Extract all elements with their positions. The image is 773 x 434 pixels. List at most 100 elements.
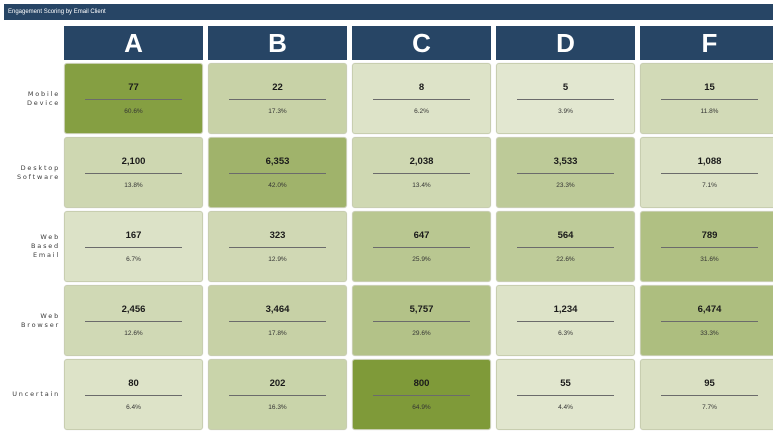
cell-count: 800 — [413, 378, 430, 389]
cell-count: 2,456 — [121, 304, 146, 315]
heatmap-cell: 202 16.3% — [208, 359, 347, 430]
cell-percent: 60.6% — [124, 108, 143, 115]
cell-count: 5,757 — [409, 304, 434, 315]
cell-percent: 33.3% — [700, 330, 719, 337]
heatmap-cell: 789 31.6% — [640, 211, 773, 282]
cell-count: 1,088 — [697, 156, 722, 167]
heatmap-cell: 647 25.9% — [352, 211, 491, 282]
cell-percent: 25.9% — [412, 256, 431, 263]
cell-count: 3,533 — [553, 156, 578, 167]
cell-percent: 17.8% — [268, 330, 287, 337]
cell-count: 15 — [704, 82, 715, 93]
cell-divider — [517, 173, 614, 174]
cell-divider — [373, 173, 470, 174]
heatmap-cell: 80 6.4% — [64, 359, 203, 430]
heatmap-cell: 2,100 13.8% — [64, 137, 203, 208]
row-label-3: Web Based Email — [31, 233, 60, 259]
cell-count: 77 — [128, 82, 139, 93]
cell-divider — [661, 99, 758, 100]
cell-percent: 3.9% — [558, 108, 573, 115]
cell-count: 55 — [560, 378, 571, 389]
heatmap-cell: 6,353 42.0% — [208, 137, 347, 208]
cell-divider — [229, 173, 326, 174]
cell-divider — [85, 247, 182, 248]
cell-count: 3,464 — [265, 304, 290, 315]
cell-divider — [517, 321, 614, 322]
cell-count: 95 — [704, 378, 715, 389]
cell-percent: 17.3% — [268, 108, 287, 115]
heatmap-cell: 5,757 29.6% — [352, 285, 491, 356]
heatmap-cell: 1,234 6.3% — [496, 285, 635, 356]
heatmap-cell: 3,464 17.8% — [208, 285, 347, 356]
cell-count: 8 — [418, 82, 425, 93]
heatmap-cell: 5 3.9% — [496, 63, 635, 134]
cell-divider — [517, 99, 614, 100]
cell-divider — [517, 395, 614, 396]
cell-count: 323 — [269, 230, 286, 241]
cell-count: 564 — [557, 230, 574, 241]
cell-count: 789 — [701, 230, 718, 241]
cell-count: 80 — [128, 378, 139, 389]
cell-percent: 12.9% — [268, 256, 287, 263]
heatmap-cell: 8 6.2% — [352, 63, 491, 134]
cell-divider — [85, 395, 182, 396]
cell-count: 5 — [562, 82, 569, 93]
heatmap-cell: 6,474 33.3% — [640, 285, 773, 356]
cell-percent: 31.6% — [700, 256, 719, 263]
cell-percent: 11.8% — [700, 108, 719, 115]
cell-percent: 6.4% — [126, 404, 141, 411]
cell-percent: 12.6% — [124, 330, 143, 337]
cell-count: 6,353 — [265, 156, 290, 167]
cell-divider — [229, 99, 326, 100]
cell-count: 2,100 — [121, 156, 146, 167]
column-header-b: B — [208, 26, 347, 60]
cell-count: 1,234 — [553, 304, 578, 315]
column-header-a: A — [64, 26, 203, 60]
column-header-f: F — [640, 26, 773, 60]
heatmap-cell: 323 12.9% — [208, 211, 347, 282]
column-header-d: D — [496, 26, 635, 60]
cell-divider — [517, 247, 614, 248]
cell-divider — [85, 173, 182, 174]
cell-percent: 42.0% — [268, 182, 287, 189]
cell-divider — [85, 99, 182, 100]
heatmap-cell: 2,038 13.4% — [352, 137, 491, 208]
cell-percent: 64.9% — [412, 404, 431, 411]
row-label-4: Web Browser — [21, 311, 60, 329]
row-label-1: Mobile Device — [26, 89, 60, 107]
cell-divider — [229, 321, 326, 322]
cell-percent: 13.4% — [412, 182, 431, 189]
heatmap-cell: 3,533 23.3% — [496, 137, 635, 208]
heatmap-cell: 55 4.4% — [496, 359, 635, 430]
cell-percent: 7.1% — [702, 182, 717, 189]
cell-divider — [661, 321, 758, 322]
cell-count: 2,038 — [409, 156, 434, 167]
cell-percent: 6.3% — [558, 330, 573, 337]
cell-percent: 29.6% — [412, 330, 431, 337]
cell-divider — [373, 99, 470, 100]
cell-count: 22 — [272, 82, 283, 93]
column-header-c: C — [352, 26, 491, 60]
cell-divider — [85, 321, 182, 322]
cell-percent: 22.6% — [556, 256, 575, 263]
row-label-2: Desktop Software — [16, 163, 60, 181]
cell-percent: 4.4% — [558, 404, 573, 411]
cell-count: 202 — [269, 378, 286, 389]
cell-percent: 7.7% — [702, 404, 717, 411]
cell-divider — [661, 173, 758, 174]
heatmap-cell: 167 6.7% — [64, 211, 203, 282]
heatmap-cell: 15 11.8% — [640, 63, 773, 134]
cell-divider — [229, 395, 326, 396]
row-label-5: Uncertain — [12, 390, 60, 398]
cell-percent: 13.8% — [124, 182, 143, 189]
cell-count: 6,474 — [697, 304, 722, 315]
heatmap-cell: 2,456 12.6% — [64, 285, 203, 356]
cell-percent: 23.3% — [556, 182, 575, 189]
chart-title: Engagement Scoring by Email Client — [4, 4, 773, 20]
cell-divider — [661, 247, 758, 248]
heatmap-cell: 22 17.3% — [208, 63, 347, 134]
cell-divider — [373, 395, 470, 396]
cell-divider — [661, 395, 758, 396]
cell-count: 167 — [125, 230, 142, 241]
